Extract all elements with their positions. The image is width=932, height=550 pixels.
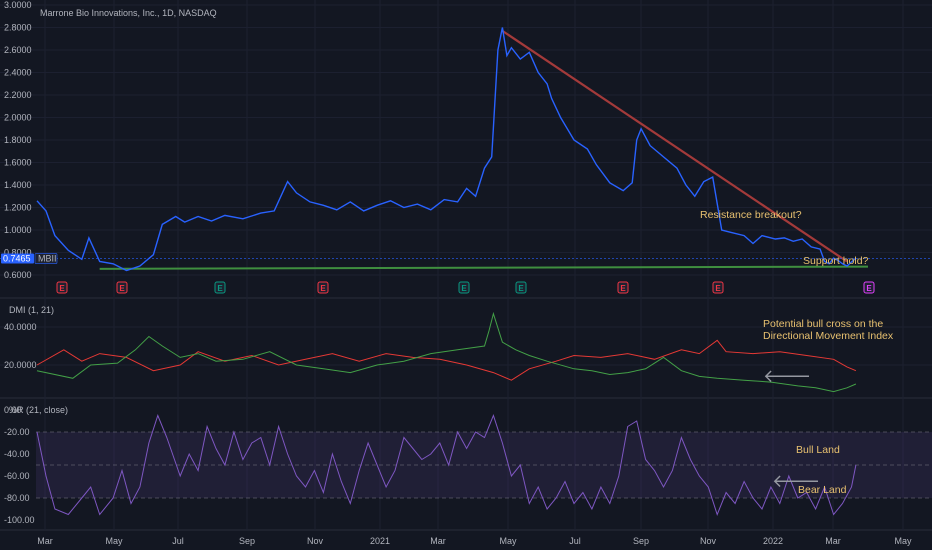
dmi-plus-line — [36, 311, 857, 393]
dmi-title: DMI (1, 21) — [9, 305, 54, 315]
x-tick-label: Sep — [239, 536, 255, 546]
grid — [0, 0, 932, 531]
x-tick-label: Sep — [633, 536, 649, 546]
x-tick-label: May — [894, 536, 912, 546]
williams-r-tick-label: -100.00 — [4, 515, 35, 525]
price-tick-label: 3.0000 — [4, 0, 32, 10]
price-tick-label: 2.2000 — [4, 90, 32, 100]
williams-r-pane: %R (21, close) 0.00 -20.00 -40.00 -60.00 -80… — [4, 405, 932, 525]
earnings-marker-box — [317, 281, 329, 294]
annotation-dmi-line2: Directional Movement Index — [763, 330, 894, 342]
earnings-marker-icon[interactable]: E — [617, 281, 629, 294]
price-tag-value: 0.7465 — [3, 254, 31, 264]
williams-r-tick-label: -20.00 — [4, 427, 30, 437]
earnings-marker-icon[interactable]: E — [317, 281, 329, 294]
earnings-marker-box — [214, 281, 226, 294]
earnings-marker-label: E — [119, 284, 125, 293]
earnings-marker-label: E — [59, 284, 65, 293]
earnings-marker-label: E — [715, 284, 721, 293]
williams-r-band-lines — [36, 431, 932, 499]
x-tick-label: Mar — [430, 536, 446, 546]
price-tick-label: 1.4000 — [4, 180, 32, 190]
earnings-marker-box — [515, 281, 527, 294]
x-tick-label: Jul — [569, 536, 581, 546]
dmi-tick-label: 20.0000 — [4, 360, 37, 370]
earnings-marker-icon[interactable]: E — [458, 281, 470, 294]
williams-r-tick-label: -60.00 — [4, 471, 30, 481]
dmi-arrow-icon: 🡐 — [763, 366, 811, 386]
earnings-marker-box — [863, 281, 875, 294]
resistance-trendline[interactable] — [501, 29, 848, 263]
earnings-marker-box — [116, 281, 128, 294]
price-tick-label: 1.2000 — [4, 203, 32, 213]
williams-r-arrow-icon: 🡐 — [772, 471, 820, 491]
williams-r-title: %R (21, close) — [9, 405, 68, 415]
x-tick-label: May — [105, 536, 123, 546]
annotation-resistance: Resistance breakout? — [700, 209, 802, 221]
williams-r-tick-label: -40.00 — [4, 449, 30, 459]
earnings-marker-icon[interactable]: E — [712, 281, 724, 294]
dmi-y-axis: 40.0000 20.0000 — [4, 322, 37, 370]
price-tick-label: 2.8000 — [4, 23, 32, 33]
earnings-marker-label: E — [320, 284, 326, 293]
x-tick-label: Mar — [37, 536, 53, 546]
earnings-marker-box — [458, 281, 470, 294]
x-tick-label: Jul — [172, 536, 184, 546]
chart-title: Marrone Bio Innovations, Inc., 1D, NASDA… — [40, 8, 217, 18]
price-tick-label: 1.0000 — [4, 225, 32, 235]
earnings-marker-label: E — [461, 284, 467, 293]
price-tick-label: 2.6000 — [4, 45, 32, 55]
price-tick-label: 0.8000 — [4, 248, 32, 258]
annotation-dmi-line1: Potential bull cross on the — [763, 318, 883, 330]
price-line — [36, 27, 857, 272]
annotation-support: Support hold? — [803, 255, 869, 267]
price-tag: 0.7465 MBII — [1, 253, 58, 264]
x-tick-label: Nov — [700, 536, 717, 546]
earnings-marker-icon[interactable]: E — [116, 281, 128, 294]
earnings-marker-icon[interactable]: E — [515, 281, 527, 294]
price-tick-label: 1.8000 — [4, 135, 32, 145]
williams-r-line — [36, 414, 857, 516]
williams-r-tick-label: 0.00 — [4, 405, 22, 415]
x-tick-label: 2021 — [370, 536, 390, 546]
x-tick-label: Nov — [307, 536, 324, 546]
annotation-bull-land: Bull Land — [796, 444, 840, 456]
earnings-marker-icon[interactable]: E — [863, 281, 875, 294]
price-pane: Marrone Bio Innovations, Inc., 1D, NASDA… — [0, 0, 932, 294]
earnings-marker-icon[interactable]: E — [56, 281, 68, 294]
dmi-minus-line — [36, 339, 857, 381]
x-tick-label: Mar — [825, 536, 841, 546]
earnings-marker-icon[interactable]: E — [214, 281, 226, 294]
price-tick-label: 2.4000 — [4, 68, 32, 78]
x-tick-label: 2022 — [763, 536, 783, 546]
dmi-tick-label: 40.0000 — [4, 322, 37, 332]
earnings-marker-box — [56, 281, 68, 294]
price-tag-ticker: MBII — [38, 254, 57, 264]
earnings-marker-label: E — [217, 284, 223, 293]
earnings-marker-box — [617, 281, 629, 294]
x-tick-label: May — [499, 536, 517, 546]
williams-r-y-axis: 0.00 -20.00 -40.00 -60.00 -80.00 -100.00 — [4, 405, 35, 525]
support-trendline[interactable] — [99, 265, 869, 270]
price-y-axis: 3.0000 2.8000 2.6000 2.4000 2.2000 2.0000 1.80… — [4, 0, 32, 280]
earnings-marker-box — [712, 281, 724, 294]
price-tick-label: 1.6000 — [4, 158, 32, 168]
earnings-marker-label: E — [620, 284, 626, 293]
annotation-bear-land: Bear Land — [798, 484, 847, 496]
price-tick-label: 0.6000 — [4, 270, 32, 280]
earnings-marker-label: E — [866, 284, 872, 293]
earnings-marker-label: E — [518, 284, 524, 293]
williams-r-tick-label: -80.00 — [4, 493, 30, 503]
time-axis: Mar May Jul Sep Nov 2021 Mar May Jul Sep Nov 2022 Ma… — [37, 536, 912, 546]
dmi-pane: DMI (1, 21) 40.0000 20.0000 Potential bul… — [4, 305, 894, 393]
price-tick-label: 2.0000 — [4, 113, 32, 123]
